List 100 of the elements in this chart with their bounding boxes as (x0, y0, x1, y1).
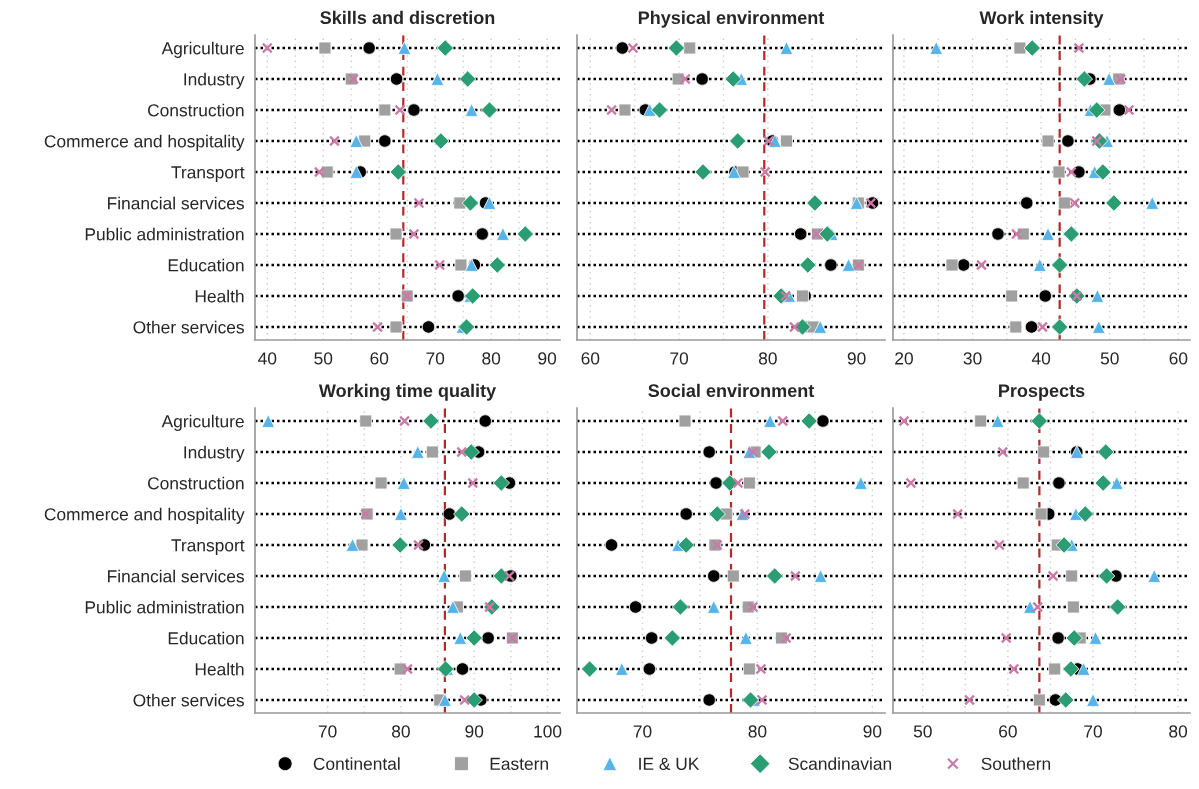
y-tick-label: Other services (133, 320, 244, 334)
point (328, 135, 340, 147)
point (1000, 632, 1012, 644)
point (459, 694, 471, 706)
chart-title: Physical environment (638, 10, 825, 28)
x-tick-label: 50 (1100, 352, 1119, 365)
x-tick-label: 20 (895, 352, 913, 365)
point (261, 42, 273, 54)
legend-label: Eastern (490, 757, 548, 770)
x-tick-label: 60 (370, 352, 389, 365)
x-tick-label: 60 (1169, 352, 1188, 365)
point (413, 197, 425, 209)
chart-title: Working time quality (318, 383, 497, 401)
x-tick-label: 60 (999, 725, 1017, 738)
point (1032, 601, 1044, 613)
y-tick-label: Health (195, 289, 244, 303)
point (789, 570, 801, 582)
point (806, 194, 824, 212)
x-tick-label: 80 (482, 352, 501, 365)
point (788, 321, 800, 333)
legend-label: IE & UK (639, 757, 700, 770)
point (394, 104, 406, 116)
x-tick-label: 70 (318, 725, 337, 738)
y-tick-label: Other services (133, 693, 244, 707)
point (756, 694, 768, 706)
x-tick-label: 70 (1084, 725, 1102, 738)
point (1010, 228, 1022, 240)
x-tick-label: 80 (1169, 725, 1188, 738)
point (964, 694, 976, 706)
point (993, 539, 1005, 551)
x-tick-label: 90 (538, 352, 557, 365)
y-tick-label: Public administration (85, 600, 244, 614)
point (408, 228, 420, 240)
x-tick-label: 90 (465, 725, 484, 738)
point (755, 663, 767, 675)
x-tick-label: 70 (633, 725, 652, 738)
y-tick-label: Education (168, 258, 244, 272)
y-tick-label: Agriculture (161, 414, 244, 431)
point (456, 446, 468, 458)
y-tick-label: Financial services (108, 569, 244, 583)
chart-title: Social environment (648, 383, 815, 398)
point (759, 166, 771, 178)
point (434, 259, 446, 271)
point (1123, 104, 1135, 116)
point (402, 663, 413, 675)
point (313, 166, 325, 178)
y-tick-label: Transport (171, 539, 245, 555)
point (898, 415, 910, 427)
point (997, 446, 1009, 458)
y-tick-label: Industry (184, 445, 245, 462)
point (780, 632, 792, 644)
y-tick-label: Financial services (108, 196, 244, 210)
point (747, 601, 759, 613)
y-tick-label: Agriculture (161, 41, 244, 58)
x-tick-label: 50 (913, 725, 932, 738)
y-tick-label: Construction (148, 476, 244, 490)
point (777, 415, 789, 427)
x-tick-label: 40 (258, 352, 277, 365)
point (679, 73, 691, 85)
x-tick-label: 60 (581, 352, 600, 365)
x-tick-label: 100 (534, 725, 562, 738)
point (413, 539, 424, 551)
legend-label: Southern (981, 757, 1051, 770)
x-tick-label: 70 (426, 352, 445, 365)
point (1047, 570, 1059, 582)
point (1073, 42, 1085, 54)
point (372, 321, 384, 333)
point (1069, 197, 1081, 209)
y-tick-label: Construction (148, 103, 244, 117)
x-tick-label: 90 (847, 352, 866, 365)
y-tick-label: Commerce and hospitality (44, 134, 245, 151)
point (1065, 166, 1077, 178)
chart-title: Skills and discretion (320, 10, 495, 25)
point (763, 135, 775, 147)
point (1037, 321, 1049, 333)
legend-label: Scandinavian (788, 757, 892, 770)
chart-title: Work intensity (979, 10, 1104, 28)
point (975, 259, 987, 271)
y-tick-label: Commerce and hospitality (44, 507, 245, 524)
x-tick-label: 40 (1031, 352, 1051, 365)
point (1105, 194, 1123, 212)
x-tick-label: 80 (392, 725, 410, 738)
y-tick-label: Industry (184, 72, 245, 89)
point (732, 477, 744, 489)
x-tick-label: 50 (314, 352, 333, 365)
y-tick-label: Transport (171, 166, 245, 182)
point (739, 508, 751, 520)
x-tick-label: 90 (863, 725, 882, 738)
x-tick-label: 30 (963, 352, 982, 365)
point (467, 477, 479, 489)
y-tick-label: Public administration (85, 227, 244, 241)
point (399, 415, 411, 427)
x-tick-label: 80 (758, 352, 777, 365)
legend-label: Continental (313, 757, 400, 770)
x-tick-label: 80 (748, 725, 767, 738)
chart-title: Prospects (999, 384, 1085, 401)
point (627, 42, 639, 54)
point (905, 477, 917, 489)
point (694, 163, 712, 181)
point (606, 104, 618, 116)
